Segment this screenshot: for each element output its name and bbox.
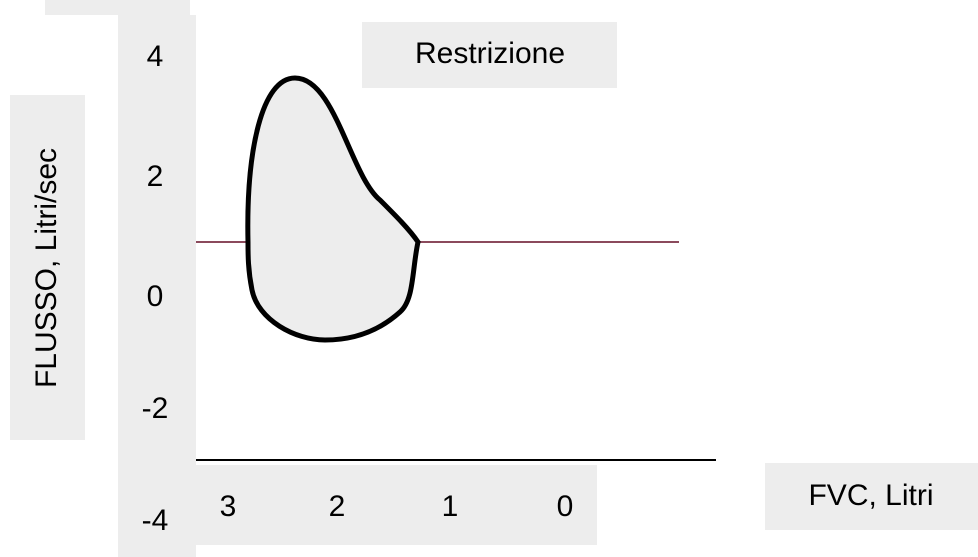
label-box — [45, 0, 190, 15]
y-tick-label: 4 — [147, 40, 164, 73]
x-label-box — [765, 463, 978, 530]
y-tick-label: 0 — [147, 280, 164, 313]
title-box — [362, 22, 617, 88]
y-tick-box — [118, 15, 196, 557]
y-label-box — [10, 95, 85, 440]
flow-volume-loop — [245, 75, 421, 343]
x-tick-label: 0 — [557, 490, 574, 523]
y-tick-label: -2 — [142, 392, 169, 425]
x-tick-label: 2 — [329, 490, 346, 523]
title: Restrizione — [415, 37, 565, 70]
x-tick-label: 1 — [442, 490, 459, 523]
x-tick-box — [196, 465, 597, 545]
x-tick-label: 3 — [220, 490, 237, 523]
y-tick-label: 2 — [147, 160, 164, 193]
y-axis-label: FLUSSO, Litri/sec — [30, 148, 63, 388]
y-tick-label: -4 — [142, 504, 169, 537]
x-axis-label: FVC, Litri — [808, 479, 933, 512]
